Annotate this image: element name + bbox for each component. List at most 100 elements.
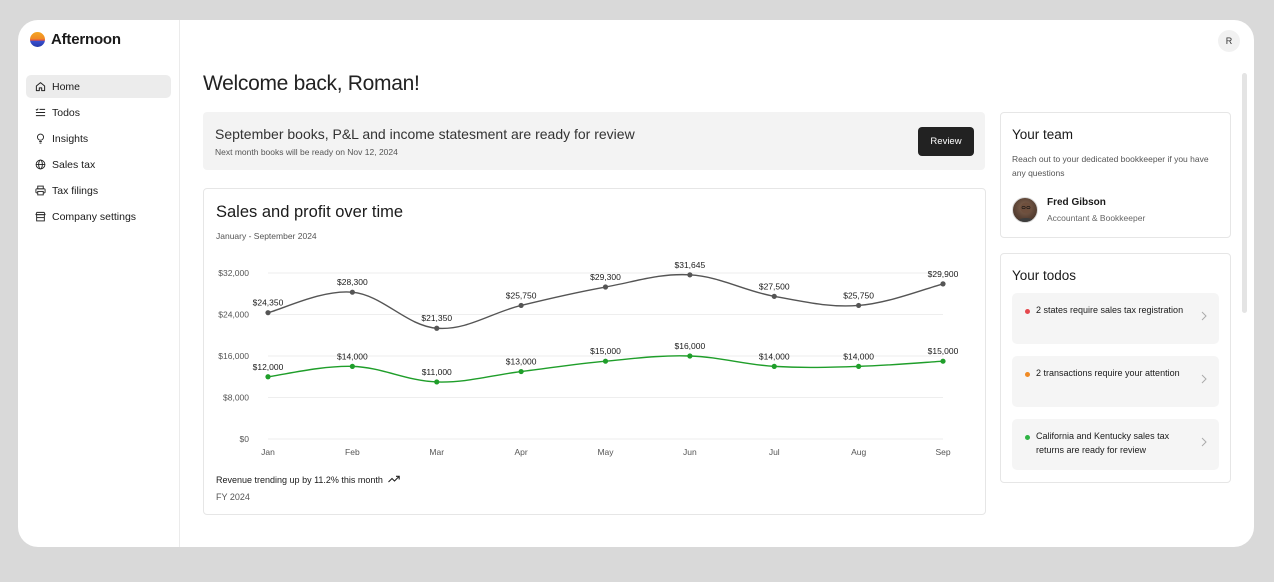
- x-tick-label: Feb: [345, 447, 360, 457]
- status-dot: [1025, 309, 1030, 314]
- data-point: [940, 281, 946, 287]
- todo-text: 2 transactions require your attention: [1036, 368, 1180, 378]
- fiscal-year-label: FY 2024: [216, 492, 250, 502]
- data-point: [602, 284, 609, 290]
- data-point: [349, 289, 355, 295]
- your-team-card: Your team Reach out to your dedicated bo…: [1000, 112, 1231, 238]
- data-point: [687, 272, 693, 278]
- data-label: $15,000: [590, 346, 621, 356]
- lightbulb-icon: [35, 133, 46, 144]
- printer-icon: [35, 185, 46, 196]
- y-tick-label: $32,000: [218, 268, 249, 278]
- data-label: $16,000: [675, 341, 706, 351]
- trend-summary: Revenue trending up by 11.2% this month: [216, 475, 400, 485]
- banner-title: September books, P&L and income statesme…: [215, 126, 635, 142]
- sidebar-item-label: Todos: [52, 106, 81, 119]
- sidebar-item-insights[interactable]: Insights: [26, 127, 171, 150]
- data-label: $14,000: [337, 351, 368, 361]
- data-point: [349, 363, 355, 369]
- data-label: $29,900: [928, 269, 959, 279]
- data-label: $21,350: [421, 313, 452, 323]
- data-point: [602, 358, 609, 364]
- data-label: $29,300: [590, 272, 621, 282]
- sidebar-item-tax-filings[interactable]: Tax filings: [26, 179, 171, 202]
- home-icon: [35, 81, 46, 92]
- sidebar-nav: Home Todos Insights Sales tax: [26, 75, 171, 231]
- sidebar-item-company-settings[interactable]: Company settings: [26, 205, 171, 228]
- x-tick-label: Aug: [851, 447, 866, 457]
- sidebar-item-label: Insights: [52, 132, 89, 145]
- todo-item-transactions[interactable]: 2 transactions require your attention: [1012, 356, 1219, 407]
- page-title: Welcome back, Roman!: [203, 72, 420, 95]
- trend-text: Revenue trending up by 11.2% this month: [216, 475, 383, 485]
- data-label: $28,300: [337, 277, 368, 287]
- series-line-0: [267, 273, 944, 330]
- y-tick-label: $24,000: [218, 310, 249, 320]
- data-label: $14,000: [759, 351, 790, 361]
- data-point: [940, 358, 946, 364]
- data-label: $25,750: [843, 290, 874, 300]
- data-label: $14,000: [843, 351, 874, 361]
- todo-text: 2 states require sales tax registration: [1036, 305, 1184, 315]
- x-tick-label: Apr: [515, 447, 528, 457]
- trending-up-icon: [388, 475, 400, 485]
- data-label: $31,645: [675, 260, 706, 270]
- y-tick-label: $8,000: [223, 393, 249, 403]
- globe-icon: [35, 159, 46, 170]
- review-button[interactable]: Review: [918, 127, 974, 156]
- sidebar-item-home[interactable]: Home: [26, 75, 171, 98]
- bookkeeper-name: Fred Gibson: [1047, 197, 1106, 208]
- x-tick-label: May: [597, 447, 614, 457]
- data-point: [265, 374, 271, 380]
- todos-title: Your todos: [1012, 268, 1077, 283]
- team-title: Your team: [1012, 127, 1074, 142]
- app-window: Afternoon Home Todos Insights: [18, 20, 1254, 547]
- x-tick-label: Mar: [429, 447, 444, 457]
- brand[interactable]: Afternoon: [30, 31, 121, 48]
- line-chart: $0 $8,000 $16,000 $24,000 $32,000 Jan Feb Mar Ap…: [218, 260, 959, 457]
- your-todos-card: Your todos 2 states require sales tax re…: [1000, 253, 1231, 483]
- data-point: [518, 368, 524, 375]
- data-point: [771, 363, 777, 369]
- data-point: [856, 302, 862, 309]
- data-label: $24,350: [253, 298, 284, 308]
- books-ready-banner: September books, P&L and income statesme…: [203, 112, 985, 170]
- x-tick-label: Jun: [683, 447, 697, 457]
- todo-item-registration[interactable]: 2 states require sales tax registration: [1012, 293, 1219, 344]
- data-label: $12,000: [253, 362, 284, 372]
- afternoon-logo-icon: [30, 32, 45, 47]
- y-tick-label: $0: [240, 434, 250, 444]
- todo-item-returns-review[interactable]: California and Kentucky sales tax return…: [1012, 419, 1219, 470]
- sidebar-item-label: Company settings: [52, 210, 137, 223]
- chevron-right-icon: [1201, 311, 1207, 321]
- chart-title: Sales and profit over time: [216, 203, 404, 221]
- bookkeeper-role: Accountant & Bookkeeper: [1047, 213, 1146, 223]
- chart-subtitle: January - September 2024: [216, 231, 317, 241]
- status-dot: [1025, 372, 1030, 377]
- sidebar-item-label: Sales tax: [52, 158, 96, 171]
- sales-profit-chart-card: Sales and profit over time January - Sep…: [203, 188, 986, 515]
- x-tick-label: Jul: [769, 447, 780, 457]
- user-avatar[interactable]: R: [1218, 30, 1240, 52]
- status-dot: [1025, 435, 1030, 440]
- data-point: [265, 310, 271, 316]
- data-point: [856, 363, 862, 369]
- sidebar: Afternoon Home Todos Insights: [18, 20, 180, 547]
- sidebar-item-todos[interactable]: Todos: [26, 101, 171, 124]
- chevron-right-icon: [1201, 374, 1207, 384]
- list-icon: [35, 107, 46, 118]
- banner-subtitle: Next month books will be ready on Nov 12…: [215, 147, 398, 157]
- sidebar-item-label: Home: [52, 80, 81, 93]
- bookkeeper-avatar[interactable]: [1012, 197, 1038, 223]
- team-description: Reach out to your dedicated bookkeeper i…: [1012, 154, 1209, 178]
- chevron-right-icon: [1201, 437, 1207, 447]
- data-point: [434, 379, 440, 385]
- page-scrollbar[interactable]: [1242, 73, 1247, 313]
- data-label: $25,750: [506, 290, 537, 300]
- x-tick-label: Sep: [935, 447, 950, 457]
- data-point: [687, 353, 693, 359]
- x-tick-label: Jan: [261, 447, 275, 457]
- sidebar-item-sales-tax[interactable]: Sales tax: [26, 153, 171, 176]
- data-label: $11,000: [422, 367, 452, 377]
- data-point: [434, 325, 440, 331]
